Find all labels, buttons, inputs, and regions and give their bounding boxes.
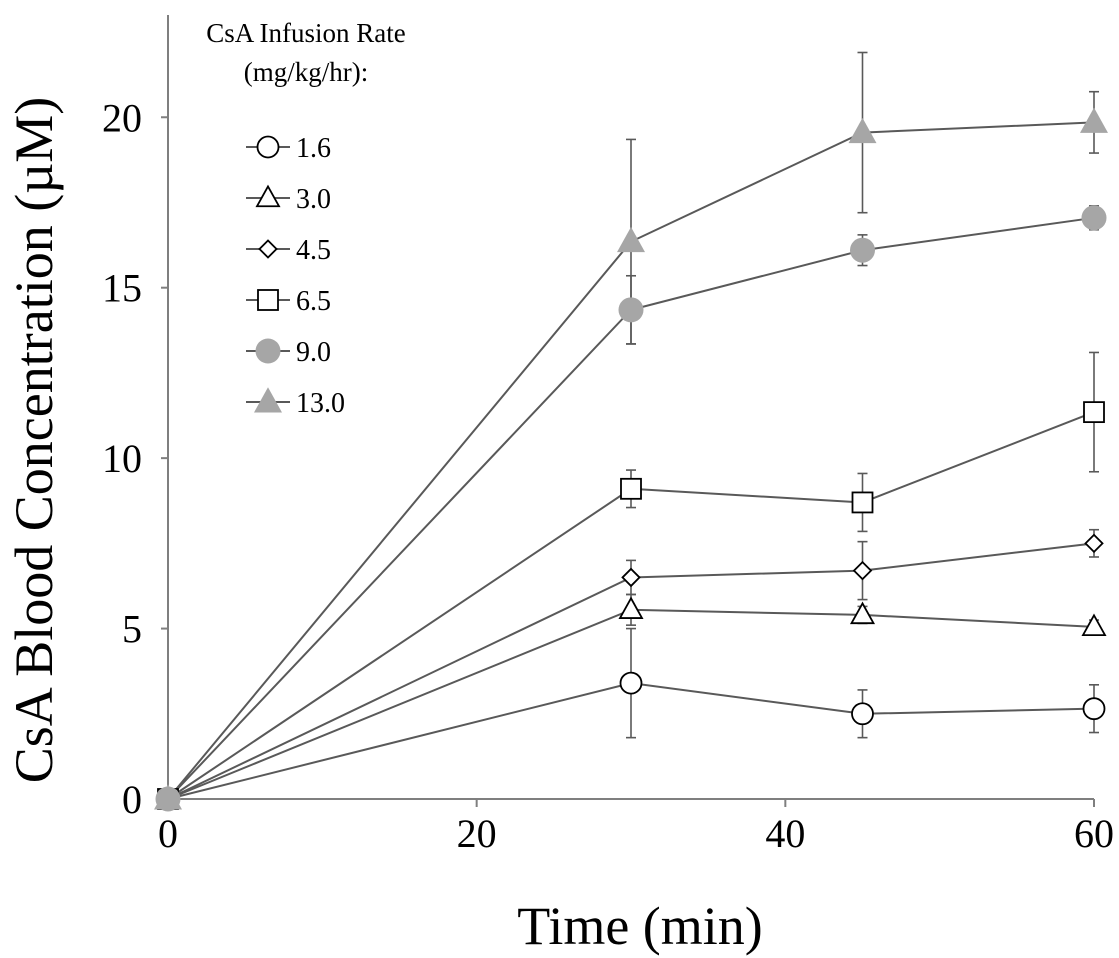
- legend-label: 13.0: [296, 388, 345, 419]
- data-point-6-5: [1083, 401, 1105, 424]
- data-point-6-5: [851, 491, 874, 514]
- data-point-3-0: [849, 601, 876, 625]
- data-point-1-6: [851, 702, 874, 726]
- data-point-13-0: [848, 117, 877, 144]
- legend-marker: [256, 135, 280, 159]
- data-point-4-5: [1084, 533, 1104, 554]
- series-lines: [167, 121, 1095, 800]
- data-point-9-0: [1081, 205, 1107, 231]
- series-line-4-5: [167, 542, 1095, 800]
- y-tick-label: 10: [102, 436, 142, 481]
- data-point-4-5: [852, 560, 873, 581]
- legend-item-9-0: 9.0: [246, 337, 331, 368]
- legend-marker: [255, 184, 281, 208]
- data-point-6-5: [620, 477, 642, 500]
- error-bars: [626, 51, 1099, 739]
- data-point-13-0: [1080, 107, 1108, 133]
- data-point-13-0: [154, 784, 182, 810]
- legend-item-6-5: 6.5: [246, 286, 331, 317]
- tick-labels: 0 5 10 15 20 0 20 40 60: [102, 95, 1114, 856]
- data-point-4-5: [621, 567, 641, 588]
- legend-item-1-6: 1.6: [246, 133, 331, 164]
- series-line-3-0: [167, 608, 1095, 800]
- legend-label: 9.0: [296, 337, 331, 368]
- y-axis-title: CsA Blood Concentration (µM): [4, 97, 64, 784]
- legend-label: 3.0: [296, 184, 331, 215]
- legend-items: 1.6 3.0 4.5 6.5 9.0 13.0: [246, 133, 345, 419]
- legend: CsA Infusion Rate (mg/kg/hr): 1.6 3.0 4.5 6…: [206, 18, 406, 419]
- legend-title-line1: CsA Infusion Rate: [206, 18, 406, 48]
- legend-title-line2: (mg/kg/hr):: [244, 57, 368, 87]
- x-tick-label: 0: [158, 811, 178, 856]
- data-point-13-0: [617, 226, 645, 253]
- legend-marker: [258, 239, 278, 259]
- series-line-9-0: [167, 216, 1095, 800]
- markers: [154, 107, 1108, 812]
- legend-label: 1.6: [296, 133, 331, 164]
- y-tick-label: 5: [122, 607, 142, 652]
- legend-label: 4.5: [296, 235, 331, 266]
- data-point-9-0: [618, 297, 644, 323]
- legend-item-4-5: 4.5: [246, 235, 331, 266]
- y-tick-label: 0: [122, 777, 142, 822]
- data-point-9-0: [850, 237, 875, 263]
- legend-item-13-0: 13.0: [246, 387, 345, 419]
- data-point-3-0: [618, 596, 644, 619]
- x-tick-label: 40: [765, 811, 805, 856]
- legend-item-3-0: 3.0: [246, 184, 331, 215]
- data-point-3-0: [1081, 613, 1107, 637]
- legend-marker: [254, 387, 282, 413]
- axes: [161, 15, 1095, 807]
- legend-marker: [255, 338, 281, 364]
- y-tick-label: 20: [102, 95, 142, 140]
- x-axis-title: Time (min): [517, 896, 763, 956]
- series-line-6-5: [167, 411, 1095, 800]
- legend-marker: [257, 289, 279, 311]
- x-tick-label: 20: [457, 811, 497, 856]
- x-tick-label: 60: [1074, 811, 1114, 856]
- series-line-13-0: [167, 121, 1095, 800]
- data-point-1-6: [1082, 697, 1106, 721]
- y-tick-label: 15: [102, 266, 142, 311]
- legend-label: 6.5: [296, 286, 331, 317]
- series-line-1-6: [167, 682, 1095, 800]
- data-point-1-6: [619, 671, 643, 695]
